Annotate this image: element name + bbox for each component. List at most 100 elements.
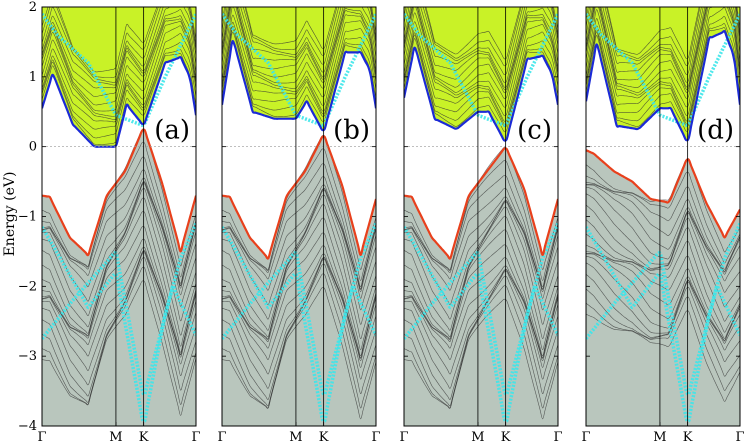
x-tick-label: Γ	[371, 430, 380, 442]
panel-tag: (b)	[333, 115, 370, 145]
panels-group: (a) Γ M K Γ 2 1 0 −1 −2 −3 −4 (b) Γ M K Γ (c) Γ M K Γ (d) Γ M K Γ	[18, 0, 745, 442]
bulk-valence-band	[586, 193, 740, 282]
bulk-valence-band	[404, 269, 558, 375]
bulk-valence-band	[586, 171, 740, 264]
bulk-conduction-band	[586, 16, 740, 125]
x-tick-label: K	[683, 430, 693, 442]
bulk-valence-band	[586, 296, 740, 391]
top-valence-band	[404, 147, 558, 260]
bulk-valence-band	[42, 250, 196, 386]
bulk-conduction-band	[42, 7, 196, 83]
bulk-conduction-band	[222, 7, 376, 73]
y-tick-label: 2	[29, 0, 37, 15]
bulk-valence-band	[42, 211, 196, 347]
bulk-valence-band	[222, 187, 376, 306]
bulk-conduction-band	[42, 7, 196, 78]
bulk-conduction-band	[586, 7, 740, 90]
x-tick-label: M	[653, 430, 666, 442]
x-tick-label: K	[319, 430, 329, 442]
bulk-valence-band	[42, 250, 196, 371]
bulk-valence-band	[586, 183, 740, 272]
bulk-valence-band	[42, 238, 196, 355]
bulk-conduction-band	[404, 7, 558, 94]
x-tick-label: Γ	[37, 430, 46, 442]
bulk-conduction-band	[586, 27, 740, 132]
bulk-valence-band	[42, 225, 196, 353]
bulk-valence-band	[586, 262, 740, 351]
bulk-valence-band	[404, 175, 558, 288]
bulk-conduction-band	[404, 7, 558, 67]
bulk-conduction-band	[404, 34, 558, 128]
top-valence-band	[222, 135, 376, 260]
bulk-conduction-band	[42, 15, 196, 106]
bulk-valence-band	[404, 244, 558, 357]
bulk-conduction-band	[404, 28, 558, 122]
bulk-conduction-band	[222, 7, 376, 65]
bottom-conduction-band	[222, 40, 376, 132]
y-tick-label: −1	[18, 210, 37, 225]
bulk-valence-band	[222, 176, 376, 290]
bulk-valence-band	[586, 241, 740, 333]
bulk-valence-band	[222, 217, 376, 351]
bulk-valence-band	[42, 181, 196, 302]
x-tick-label: K	[139, 430, 149, 442]
bulk-conduction-band	[586, 7, 740, 59]
bulk-valence-band	[586, 286, 740, 377]
bulk-conduction-band	[222, 7, 376, 56]
bulk-conduction-band	[586, 7, 740, 122]
bulk-conduction-band	[222, 21, 376, 112]
bulk-conduction-band	[222, 14, 376, 106]
x-tick-label: M	[289, 430, 302, 442]
panel-tag: (a)	[154, 115, 190, 145]
bulk-conduction-band	[42, 7, 196, 86]
bulk-conduction-band	[42, 52, 196, 145]
bulk-valence-band	[222, 263, 376, 407]
bulk-conduction-band	[404, 21, 558, 117]
bulk-conduction-band	[222, 28, 376, 117]
bulk-valence-band	[222, 256, 376, 375]
bulk-valence-band	[404, 285, 558, 409]
bulk-conduction-band	[404, 32, 558, 125]
x-tick-label: Γ	[581, 430, 590, 442]
projected-band	[586, 222, 740, 424]
bulk-valence-band	[404, 229, 558, 351]
bulk-valence-band	[222, 204, 376, 340]
bulk-conduction-band	[222, 7, 376, 49]
panel-plot-area	[586, 7, 740, 426]
bulk-conduction-band	[404, 7, 558, 99]
bulk-conduction-band	[42, 9, 196, 97]
panel-plot-area	[222, 7, 376, 426]
bulk-valence-band	[586, 310, 740, 402]
bulk-conduction-band	[222, 31, 376, 122]
bulk-conduction-band	[586, 7, 740, 66]
bulk-valence-band	[404, 275, 558, 407]
projected-band	[404, 13, 558, 127]
panel-1: (a) Γ M K Γ 2 1 0 −1 −2 −3 −4	[18, 0, 201, 442]
bulk-conduction-band	[404, 7, 558, 60]
bulk-valence-band	[404, 200, 558, 320]
x-tick-label: Γ	[399, 430, 408, 442]
panel-tag: (c)	[517, 115, 552, 145]
bulk-valence-band	[404, 200, 558, 306]
bulk-valence-band	[404, 160, 558, 281]
y-axis-label: Energy (eV)	[2, 172, 18, 257]
bottom-conduction-band	[42, 55, 196, 148]
bottom-conduction-band	[586, 30, 740, 142]
bulk-conduction-band	[42, 7, 196, 73]
bulk-valence-band	[586, 186, 740, 275]
bulk-valence-band	[222, 245, 376, 359]
x-tick-label: M	[471, 430, 484, 442]
top-valence-band	[42, 128, 196, 257]
x-tick-label: M	[109, 430, 122, 442]
bulk-conduction-band	[586, 7, 740, 93]
bulk-valence-band	[222, 273, 376, 409]
bottom-conduction-band	[404, 46, 558, 142]
bulk-valence-band	[404, 206, 558, 338]
bulk-conduction-band	[42, 18, 196, 112]
x-tick-label: K	[501, 430, 511, 442]
bulk-conduction-band	[222, 7, 376, 89]
projected-band	[42, 222, 196, 424]
projected-band	[222, 13, 376, 127]
bulk-conduction-band	[586, 7, 740, 88]
x-tick-label: Γ	[191, 430, 200, 442]
